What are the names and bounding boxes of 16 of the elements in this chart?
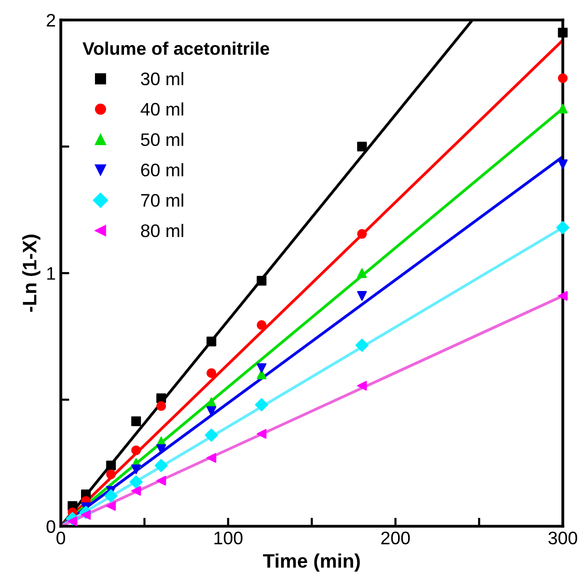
x-tick-label: 100 (214, 532, 242, 544)
x-axis-title: Time (min) (263, 554, 360, 572)
legend-label: 50 ml (140, 132, 184, 146)
y-tick-label: 1 (47, 267, 56, 280)
y-axis-title: -Ln (1-X) (22, 234, 40, 312)
legend-label: 80 ml (141, 224, 184, 238)
legend-label: 70 ml (141, 194, 184, 207)
legend-label: 60 ml (141, 163, 184, 176)
legend-title: Volume of acetonitrile (82, 42, 270, 55)
legend-label: 40 ml (140, 102, 184, 116)
x-tick-label: 300 (548, 532, 578, 544)
x-tick-label: 200 (381, 532, 410, 544)
y-tick-label: 2 (46, 14, 56, 27)
legend-label: 30 ml (140, 72, 184, 86)
x-tick-label: 0 (56, 532, 66, 544)
y-tick-label: 0 (46, 520, 56, 533)
